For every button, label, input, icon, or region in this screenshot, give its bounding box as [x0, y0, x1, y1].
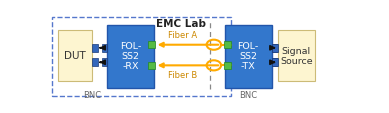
Bar: [224, 42, 231, 49]
FancyBboxPatch shape: [107, 26, 154, 88]
Text: FOL-
SS2
-RX: FOL- SS2 -RX: [120, 41, 141, 70]
Bar: [272, 59, 278, 67]
FancyBboxPatch shape: [58, 31, 92, 81]
Text: EMC Lab: EMC Lab: [156, 19, 206, 29]
Bar: [148, 42, 155, 49]
Text: Fiber A: Fiber A: [168, 30, 197, 39]
Bar: [272, 44, 278, 53]
Bar: [92, 59, 98, 67]
Bar: [148, 62, 155, 69]
FancyBboxPatch shape: [225, 26, 272, 88]
Bar: [102, 59, 107, 67]
Text: FOL-
SS2
-TX: FOL- SS2 -TX: [238, 41, 259, 70]
Bar: [272, 59, 277, 67]
Text: BNC: BNC: [239, 90, 257, 99]
Text: DUT: DUT: [64, 51, 86, 61]
FancyBboxPatch shape: [278, 31, 315, 81]
Bar: [92, 44, 98, 53]
Bar: [272, 44, 277, 53]
Bar: [102, 44, 107, 53]
Text: BNC: BNC: [83, 90, 102, 99]
Text: Signal
Source: Signal Source: [280, 46, 313, 65]
Text: Fiber B: Fiber B: [168, 71, 197, 79]
Bar: [224, 62, 231, 69]
